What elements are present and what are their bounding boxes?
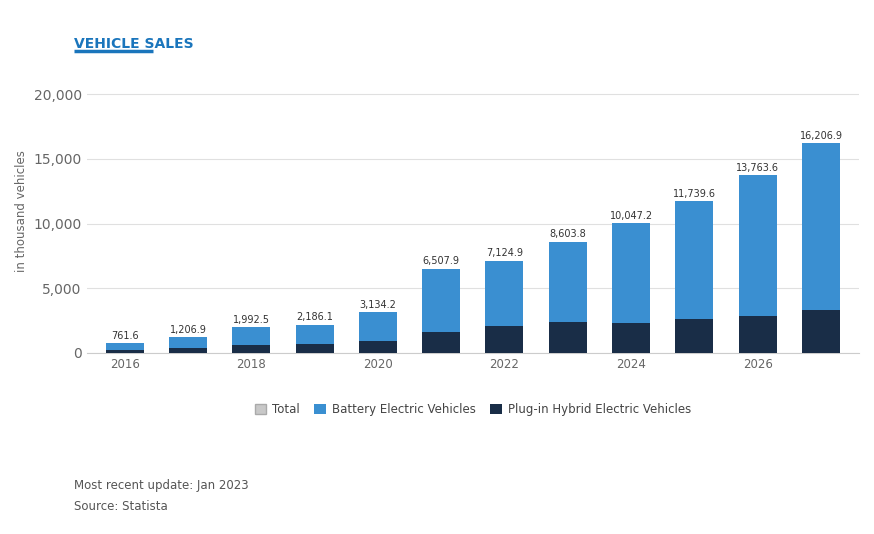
Bar — [169, 348, 207, 353]
Bar — [549, 242, 586, 322]
Text: Most recent update: Jan 2023: Most recent update: Jan 2023 — [74, 478, 249, 492]
Bar — [359, 312, 397, 341]
Bar — [676, 201, 713, 319]
Y-axis label: in thousand vehicles: in thousand vehicles — [15, 150, 28, 272]
Text: 761.6: 761.6 — [111, 331, 138, 341]
Bar — [422, 332, 461, 353]
Text: 2,186.1: 2,186.1 — [296, 312, 333, 323]
Bar — [739, 316, 777, 353]
Bar — [676, 319, 713, 353]
Bar — [802, 143, 840, 310]
Bar — [485, 261, 524, 326]
Bar — [232, 344, 270, 353]
Text: 13,763.6: 13,763.6 — [736, 163, 780, 172]
Bar — [612, 323, 650, 353]
Text: Source: Statista: Source: Statista — [74, 500, 168, 513]
Bar — [232, 327, 270, 344]
Text: 6,507.9: 6,507.9 — [423, 256, 460, 266]
Bar — [169, 337, 207, 348]
Text: 3,134.2: 3,134.2 — [359, 300, 396, 310]
Text: 1,992.5: 1,992.5 — [232, 315, 270, 325]
Text: VEHICLE SALES: VEHICLE SALES — [74, 37, 194, 51]
Bar — [612, 223, 650, 323]
Text: 7,124.9: 7,124.9 — [486, 248, 523, 258]
Bar — [359, 341, 397, 353]
Bar — [422, 269, 461, 332]
Text: 10,047.2: 10,047.2 — [609, 211, 653, 221]
Bar — [485, 326, 524, 353]
Bar — [106, 343, 143, 350]
Bar — [295, 325, 334, 344]
Bar — [295, 344, 334, 353]
Bar — [549, 322, 586, 353]
Bar — [739, 175, 777, 316]
Text: 11,739.6: 11,739.6 — [673, 189, 716, 199]
Text: 16,206.9: 16,206.9 — [800, 131, 843, 141]
Legend: Total, Battery Electric Vehicles, Plug-in Hybrid Electric Vehicles: Total, Battery Electric Vehicles, Plug-i… — [250, 399, 696, 421]
Bar — [106, 350, 143, 353]
Text: 8,603.8: 8,603.8 — [550, 230, 586, 239]
Text: 1,206.9: 1,206.9 — [170, 325, 206, 335]
Bar — [802, 310, 840, 353]
